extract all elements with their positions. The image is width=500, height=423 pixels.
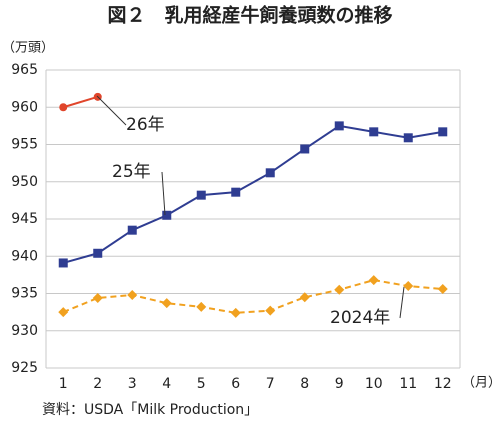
y-tick-label: 940: [11, 248, 38, 264]
x-tick-label: 5: [197, 376, 206, 392]
marker: [59, 103, 68, 112]
marker: [265, 168, 275, 178]
marker: [403, 281, 414, 292]
x-tick-label: 12: [434, 376, 452, 392]
leader-line: [399, 286, 405, 319]
marker: [231, 187, 241, 197]
marker: [161, 298, 172, 309]
marker: [437, 284, 448, 295]
series-label: 2024年: [330, 308, 390, 328]
x-tick-label: 3: [128, 376, 137, 392]
marker: [196, 190, 206, 200]
y-tick-label: 960: [11, 99, 38, 115]
series-line: [62, 95, 99, 109]
y-axis-label: （万頭）: [2, 41, 54, 56]
leader-line: [96, 95, 127, 126]
marker: [127, 289, 138, 300]
marker: [58, 258, 68, 268]
source-note: 資料：USDA「Milk Production」: [42, 402, 258, 418]
y-tick-label: 925: [11, 360, 38, 376]
y-tick-label: 945: [11, 211, 38, 227]
marker: [93, 248, 103, 258]
marker: [230, 307, 241, 318]
marker: [196, 301, 207, 312]
series-line: [62, 124, 443, 264]
x-tick-label: 11: [399, 376, 417, 392]
chart-title: 図２ 乳用経産牛飼養頭数の推移: [107, 4, 392, 27]
series-label: 25年: [112, 162, 151, 182]
marker: [438, 127, 448, 137]
marker: [92, 292, 103, 303]
marker: [368, 275, 379, 286]
x-tick-label: 6: [231, 376, 240, 392]
series-label: 26年: [126, 115, 165, 135]
marker: [162, 210, 172, 220]
y-tick-label: 955: [11, 137, 38, 153]
marker: [403, 133, 413, 143]
x-tick-label: 4: [162, 376, 171, 392]
x-tick-label: 10: [365, 376, 383, 392]
marker: [299, 292, 310, 303]
marker: [334, 121, 344, 131]
x-tick-label: 9: [335, 376, 344, 392]
y-tick-label: 950: [11, 174, 38, 190]
x-tick-label: 2: [93, 376, 102, 392]
marker: [58, 307, 69, 318]
marker: [265, 305, 276, 316]
x-tick-label: 1: [59, 376, 68, 392]
marker: [334, 284, 345, 295]
marker: [127, 225, 137, 235]
series-line: [62, 279, 443, 314]
x-tick-label: 8: [300, 376, 309, 392]
y-tick-label: 965: [11, 62, 38, 78]
leader-line: [161, 171, 166, 216]
y-tick-label: 935: [11, 286, 38, 302]
y-tick-label: 930: [11, 323, 38, 339]
x-tick-label: 7: [266, 376, 275, 392]
marker: [300, 144, 310, 154]
x-axis-label: （月）: [462, 376, 500, 391]
marker: [369, 127, 379, 137]
